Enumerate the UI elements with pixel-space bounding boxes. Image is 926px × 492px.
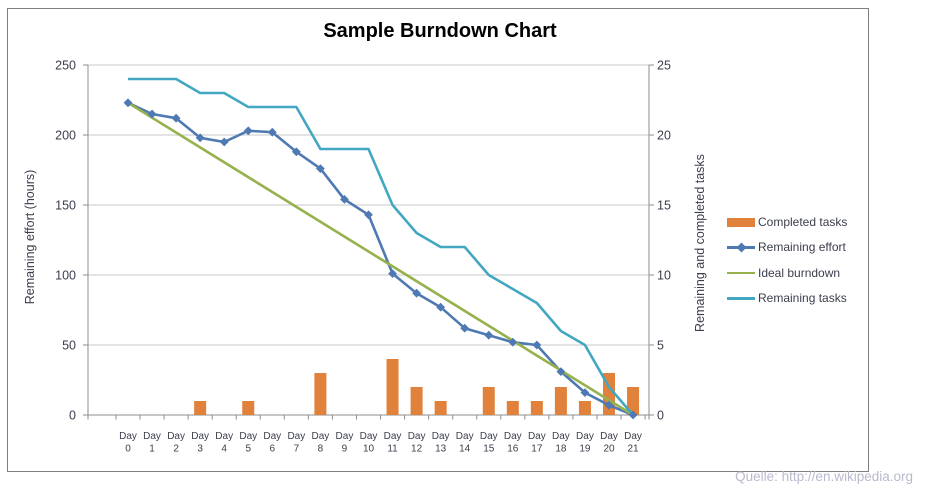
legend-swatch-completed-tasks-icon [727, 216, 755, 228]
remaining-effort-marker-day-0 [123, 98, 133, 108]
bar-day-17 [530, 401, 543, 415]
legend-label-completed-tasks: Completed tasks [758, 214, 848, 229]
x-axis-day-label: Day 6 [263, 431, 281, 455]
legend-item-completed-tasks: Completed tasks [727, 209, 847, 235]
x-axis-day-label: Day 12 [408, 431, 426, 455]
remaining-tasks-line [128, 77, 635, 416]
legend-item-remaining-tasks: Remaining tasks [727, 286, 847, 312]
bar-day-5 [242, 401, 255, 415]
right-axis-tick-label: 10 [657, 269, 671, 283]
x-axis-day-label: Day 1 [143, 431, 161, 455]
bar-day-13 [434, 401, 447, 415]
bar-day-19 [578, 401, 591, 415]
legend-item-ideal-burndown: Ideal burndown [727, 260, 847, 286]
x-axis-day-label: Day 21 [624, 431, 642, 455]
bar-day-18 [554, 387, 567, 415]
remaining-effort-marker-day-9 [340, 195, 349, 204]
legend-label-remaining-effort: Remaining effort [758, 240, 846, 255]
x-axis-day-label: Day 0 [119, 431, 137, 455]
left-axis-tick-label: 50 [62, 339, 76, 353]
remaining-effort-marker-day-2 [171, 113, 181, 123]
right-axis-tick-label: 0 [657, 409, 664, 423]
x-axis-day-label: Day 11 [384, 431, 402, 455]
remaining-effort-marker-day-21 [628, 410, 638, 420]
left-axis-tick-label: 200 [55, 129, 76, 143]
remaining-effort-marker-day-12 [412, 288, 421, 298]
chart-title: Sample Burndown Chart [323, 20, 557, 42]
remaining-effort-marker-day-1 [147, 109, 157, 119]
legend-label-ideal-burndown: Ideal burndown [758, 265, 841, 280]
x-axis-day-label: Day 4 [215, 431, 233, 455]
remaining-effort-marker-day-16 [508, 337, 518, 347]
legend-item-remaining-effort: Remaining effort [727, 235, 847, 261]
remaining-effort-marker-day-8 [316, 164, 325, 173]
x-axis-day-label: Day 8 [312, 431, 330, 455]
x-axis-day-label: Day 10 [360, 431, 378, 455]
remaining-effort-marker-day-18 [556, 367, 566, 376]
bar-day-8 [314, 373, 327, 415]
remaining-effort-marker-day-19 [580, 388, 590, 397]
bar-day-15 [482, 387, 495, 415]
right-axis-tick-label: 15 [657, 199, 671, 213]
remaining-effort-marker-day-14 [460, 323, 470, 333]
bar-day-12 [410, 387, 423, 415]
x-axis-day-label: Day 13 [432, 431, 450, 455]
legend-swatch-remaining-tasks-icon [727, 292, 755, 304]
remaining-effort-marker-day-17 [532, 340, 542, 350]
x-axis-day-label: Day 19 [576, 431, 594, 455]
x-axis-day-label: Day 3 [191, 431, 209, 455]
remaining-effort-marker-day-5 [243, 126, 253, 136]
right-axis-title: Remaining and completed tasks [693, 154, 707, 332]
source-note: Quelle: http://en.wikipedia.org [735, 469, 913, 484]
left-axis-tick-label: 150 [55, 199, 76, 213]
legend: Completed tasks Remaining effort Ideal bur… [727, 209, 847, 311]
x-axis-day-label: Day 20 [600, 431, 618, 455]
ideal-burndown-line [127, 101, 634, 417]
x-axis-day-label: Day 18 [552, 431, 570, 455]
bar-day-3 [194, 401, 207, 415]
x-axis-day-label: Day 7 [287, 431, 305, 455]
right-axis-tick-label: 20 [657, 129, 671, 143]
legend-label-remaining-tasks: Remaining tasks [758, 291, 847, 306]
remaining-effort-marker-day-15 [484, 330, 494, 340]
x-axis-day-label: Day 15 [480, 431, 498, 455]
remaining-effort-marker-day-13 [436, 302, 446, 312]
right-axis-tick-label: 25 [657, 59, 671, 73]
left-axis-tick-label: 100 [55, 269, 76, 283]
bar-day-21 [627, 387, 640, 415]
remaining-effort-marker-day-11 [388, 269, 397, 278]
left-axis-title: Remaining effort (hours) [23, 169, 37, 305]
left-axis-tick-label: 250 [55, 59, 76, 73]
remaining-effort-marker-day-10 [364, 210, 373, 220]
bar-day-16 [506, 401, 519, 415]
remaining-effort-marker-day-4 [219, 137, 229, 147]
right-axis-tick-label: 5 [657, 339, 664, 353]
remaining-effort-line [127, 101, 634, 417]
x-axis-day-label: Day 5 [239, 431, 257, 455]
remaining-effort-marker-day-3 [195, 133, 205, 143]
bar-day-11 [386, 359, 399, 415]
remaining-effort-marker-day-7 [291, 147, 301, 157]
legend-swatch-ideal-burndown-icon [727, 267, 755, 279]
x-axis-day-label: Day 9 [336, 431, 354, 455]
figure-border [7, 8, 869, 472]
x-axis-day-label: Day 16 [504, 431, 522, 455]
remaining-effort-marker-day-20 [604, 400, 614, 410]
left-axis-tick-label: 0 [69, 409, 76, 423]
legend-swatch-remaining-effort-icon [727, 241, 755, 253]
remaining-effort-marker-day-6 [267, 127, 277, 137]
x-axis-day-label: Day 17 [528, 431, 546, 455]
x-axis-day-label: Day 14 [456, 431, 474, 455]
x-axis-day-label: Day 2 [167, 431, 185, 455]
